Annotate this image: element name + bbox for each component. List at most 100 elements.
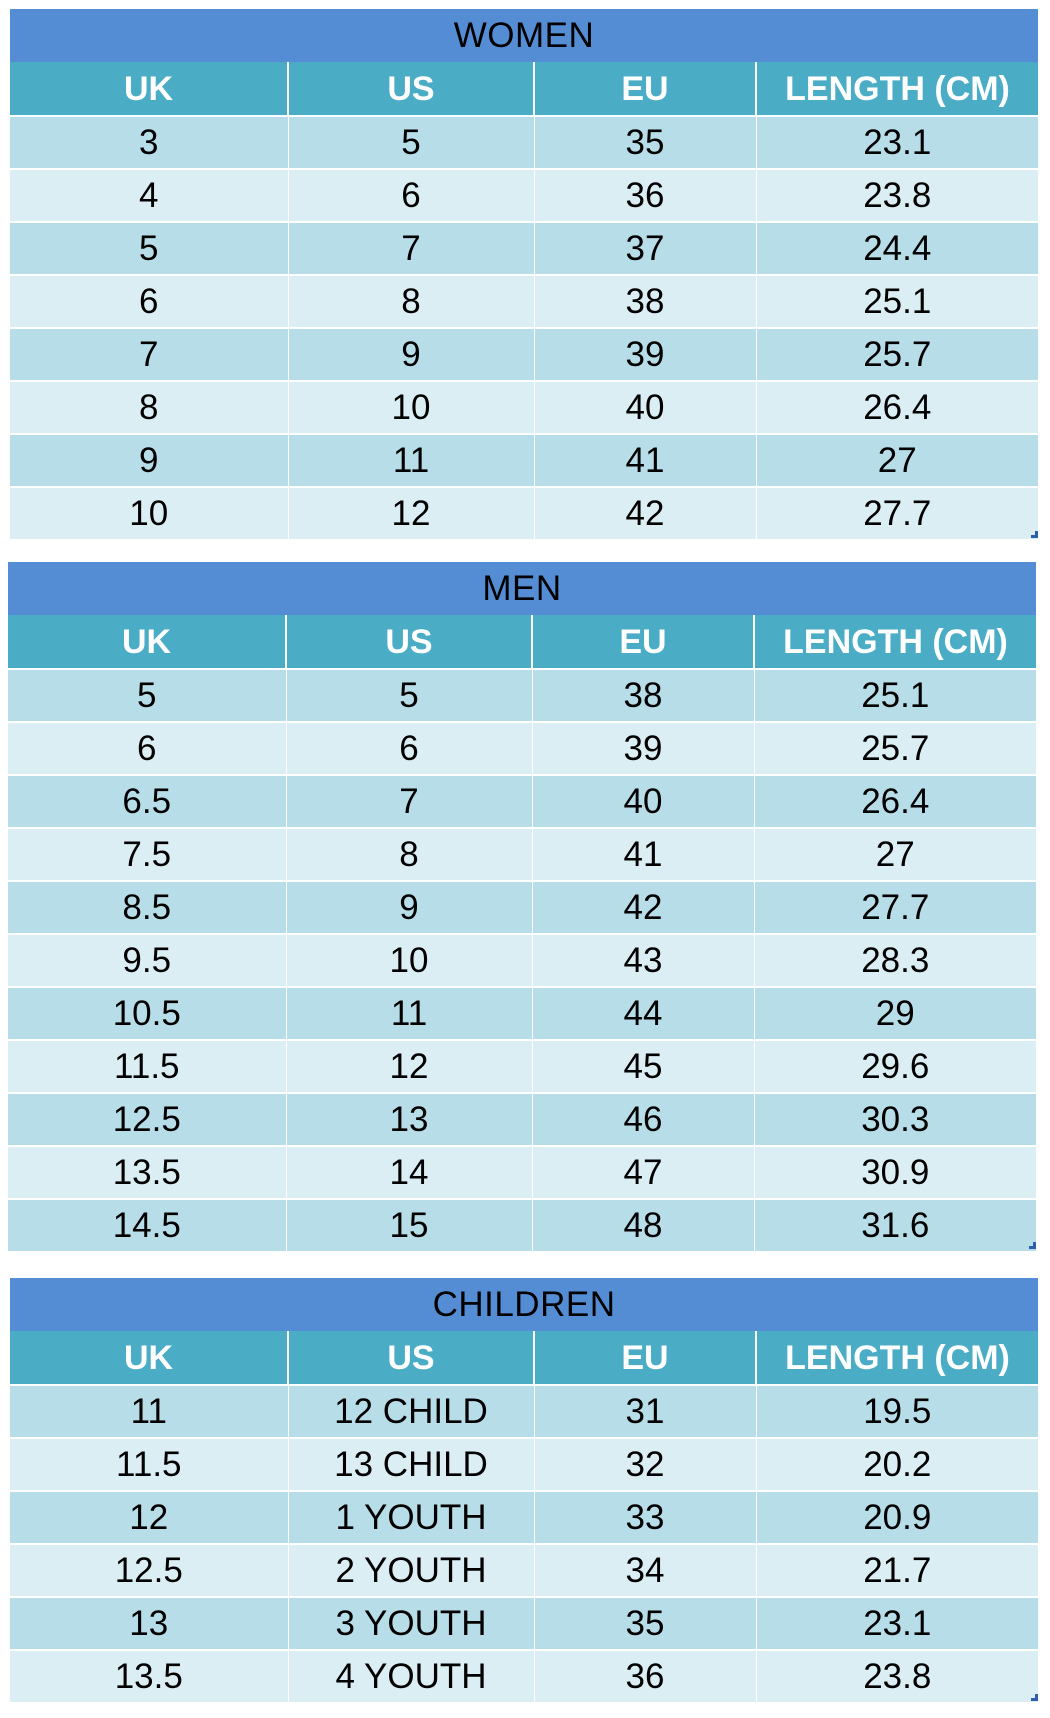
cell-uk: 6 <box>8 721 287 775</box>
cell-uk: 8.5 <box>8 880 287 934</box>
cell-eu: 36 <box>534 1649 757 1702</box>
table-row: 13.5 4 YOUTH 36 23.8 <box>10 1649 1039 1702</box>
column-header-length: LENGTH (CM) <box>754 615 1037 670</box>
cell-uk: 13 <box>10 1596 289 1650</box>
children-size-table: CHILDREN UK US EU LENGTH (CM) 11 12 CHILD… <box>10 1278 1039 1702</box>
table-row: 8 10 40 26.4 <box>10 380 1039 434</box>
cell-us: 12 CHILD <box>288 1384 535 1438</box>
cell-length: 25.7 <box>754 721 1037 775</box>
cell-length: 30.9 <box>754 1145 1037 1199</box>
cell-length: 27 <box>754 827 1037 881</box>
cell-uk: 6.5 <box>8 774 287 828</box>
table-row: 13 3 YOUTH 35 23.1 <box>10 1596 1039 1650</box>
cell-us: 3 YOUTH <box>288 1596 535 1650</box>
table-resize-handle <box>1031 1694 1038 1701</box>
cell-length: 20.9 <box>756 1490 1039 1544</box>
cell-length: 29.6 <box>754 1039 1037 1093</box>
cell-uk: 11.5 <box>10 1437 289 1491</box>
cell-uk: 12.5 <box>10 1543 289 1597</box>
table-title: MEN <box>8 562 1037 615</box>
cell-uk: 10 <box>10 486 289 539</box>
column-header-us: US <box>288 62 535 117</box>
column-header-uk: UK <box>8 615 287 670</box>
cell-uk: 12 <box>10 1490 289 1544</box>
cell-length: 27.7 <box>756 486 1039 539</box>
cell-eu: 35 <box>534 1596 757 1650</box>
table-row: 11.5 13 CHILD 32 20.2 <box>10 1437 1039 1491</box>
table-row: 4 6 36 23.8 <box>10 168 1039 222</box>
cell-us: 12 <box>288 486 535 539</box>
cell-us: 1 YOUTH <box>288 1490 535 1544</box>
cell-uk: 9 <box>10 433 289 487</box>
table-row: 12.5 2 YOUTH 34 21.7 <box>10 1543 1039 1597</box>
column-header-eu: EU <box>534 1331 757 1386</box>
cell-us: 11 <box>288 433 535 487</box>
table-row: 11 12 CHILD 31 19.5 <box>10 1384 1039 1438</box>
cell-eu: 32 <box>534 1437 757 1491</box>
cell-us: 10 <box>288 380 535 434</box>
cell-us: 13 <box>286 1092 533 1146</box>
table-row: 5 7 37 24.4 <box>10 221 1039 275</box>
cell-length: 23.8 <box>756 1649 1039 1702</box>
cell-eu: 38 <box>534 274 757 328</box>
table-row: 7.5 8 41 27 <box>8 827 1037 881</box>
table-row: 14.5 15 48 31.6 <box>8 1198 1037 1251</box>
cell-us: 9 <box>288 327 535 381</box>
table-resize-handle <box>1031 531 1038 538</box>
cell-uk: 11 <box>10 1384 289 1438</box>
cell-eu: 31 <box>534 1384 757 1438</box>
table-row: 6 8 38 25.1 <box>10 274 1039 328</box>
table-row: 12.5 13 46 30.3 <box>8 1092 1037 1146</box>
cell-us: 8 <box>286 827 533 881</box>
men-table-body: 5 5 38 25.1 6 6 39 25.7 6.5 7 40 26.4 7.5 8 41 27 8.5 9 42… <box>8 668 1037 1251</box>
cell-uk: 4 <box>10 168 289 222</box>
table-row: 12 1 YOUTH 33 20.9 <box>10 1490 1039 1544</box>
column-header-eu: EU <box>534 62 757 117</box>
cell-us: 6 <box>286 721 533 775</box>
cell-length: 27.7 <box>754 880 1037 934</box>
cell-eu: 42 <box>534 486 757 539</box>
cell-eu: 43 <box>532 933 755 987</box>
table-row: 10.5 11 44 29 <box>8 986 1037 1040</box>
cell-us: 7 <box>286 774 533 828</box>
cell-us: 6 <box>288 168 535 222</box>
cell-uk: 13.5 <box>10 1649 289 1702</box>
women-size-table: WOMEN UK US EU LENGTH (CM) 3 5 35 23.1 4 6 36 2… <box>10 9 1039 539</box>
cell-length: 26.4 <box>754 774 1037 828</box>
cell-length: 23.1 <box>756 115 1039 169</box>
cell-uk: 8 <box>10 380 289 434</box>
cell-us: 5 <box>288 115 535 169</box>
cell-us: 10 <box>286 933 533 987</box>
cell-eu: 48 <box>532 1198 755 1251</box>
cell-uk: 5 <box>10 221 289 275</box>
cell-length: 29 <box>754 986 1037 1040</box>
cell-length: 27 <box>756 433 1039 487</box>
table-row: 9 11 41 27 <box>10 433 1039 487</box>
cell-us: 7 <box>288 221 535 275</box>
cell-eu: 39 <box>534 327 757 381</box>
cell-eu: 41 <box>534 433 757 487</box>
cell-us: 13 CHILD <box>288 1437 535 1491</box>
cell-length: 23.1 <box>756 1596 1039 1650</box>
cell-eu: 39 <box>532 721 755 775</box>
cell-eu: 40 <box>534 380 757 434</box>
column-header-uk: UK <box>10 1331 289 1386</box>
cell-length: 26.4 <box>756 380 1039 434</box>
table-row: 3 5 35 23.1 <box>10 115 1039 169</box>
women-table-body: 3 5 35 23.1 4 6 36 23.8 5 7 37 24.4 6 8 38 25.1 7 9 39 25.7… <box>10 115 1039 539</box>
table-title: WOMEN <box>10 9 1039 62</box>
cell-us: 4 YOUTH <box>288 1649 535 1702</box>
cell-us: 5 <box>286 668 533 722</box>
column-header-length: LENGTH (CM) <box>756 1331 1039 1386</box>
cell-uk: 10.5 <box>8 986 287 1040</box>
cell-length: 23.8 <box>756 168 1039 222</box>
cell-us: 9 <box>286 880 533 934</box>
cell-eu: 37 <box>534 221 757 275</box>
table-row: 6 6 39 25.7 <box>8 721 1037 775</box>
cell-us: 8 <box>288 274 535 328</box>
cell-eu: 40 <box>532 774 755 828</box>
table-row: 7 9 39 25.7 <box>10 327 1039 381</box>
table-row: 9.5 10 43 28.3 <box>8 933 1037 987</box>
cell-length: 25.1 <box>756 274 1039 328</box>
column-header-length: LENGTH (CM) <box>756 62 1039 117</box>
